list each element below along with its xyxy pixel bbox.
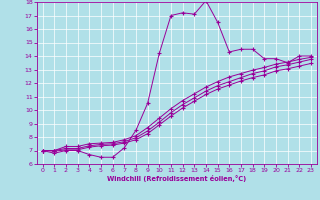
X-axis label: Windchill (Refroidissement éolien,°C): Windchill (Refroidissement éolien,°C) xyxy=(107,175,246,182)
